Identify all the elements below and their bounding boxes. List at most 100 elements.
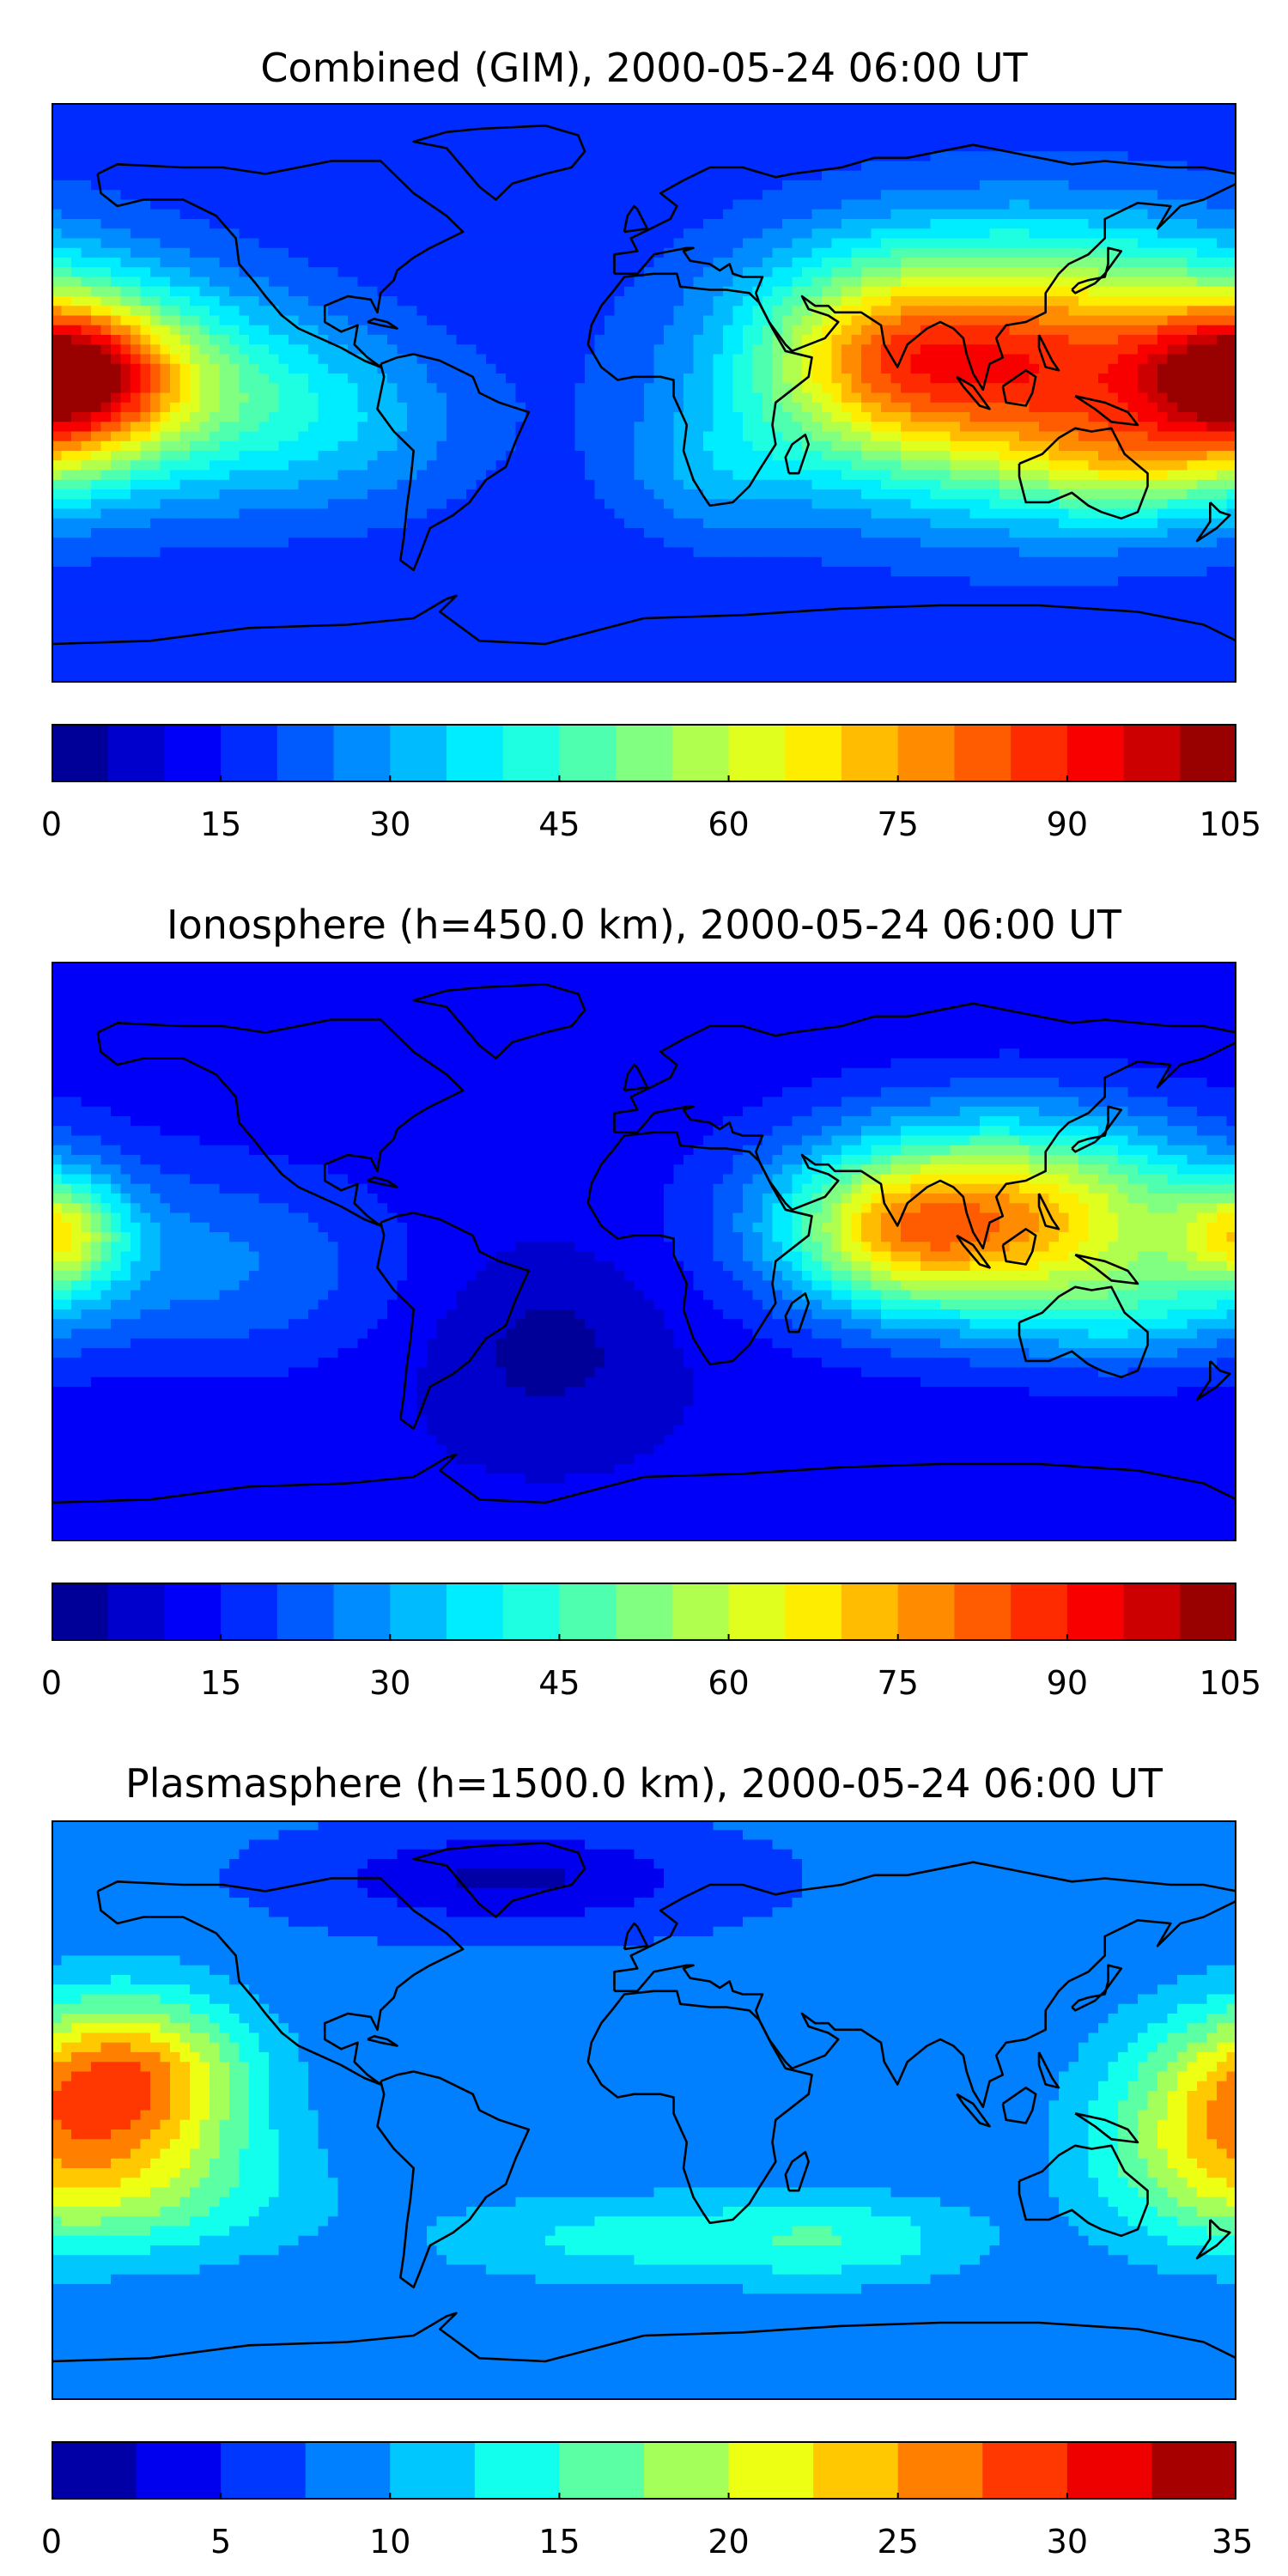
heatmap-cell <box>920 219 932 229</box>
heatmap-cell <box>703 142 714 152</box>
heatmap-cell <box>1127 286 1139 297</box>
heatmap-cell <box>565 412 576 422</box>
heatmap-cell <box>337 180 349 191</box>
heatmap-cell <box>1217 412 1228 422</box>
heatmap-cell <box>802 315 813 326</box>
heatmap-cell <box>278 247 289 258</box>
heatmap-cell <box>258 258 270 268</box>
heatmap-cell <box>772 199 783 210</box>
heatmap-cell <box>574 286 586 297</box>
heatmap-cell <box>407 199 418 210</box>
heatmap-cell <box>269 286 280 297</box>
heatmap-cell <box>476 499 487 510</box>
heatmap-cell <box>1157 142 1169 152</box>
heatmap-cell <box>1118 228 1129 240</box>
heatmap-cell <box>555 344 566 355</box>
heatmap-cell <box>1127 238 1139 249</box>
heatmap-cell <box>357 489 368 500</box>
heatmap-cell <box>526 142 537 152</box>
heatmap-cell <box>1059 392 1070 404</box>
heatmap-cell <box>1009 258 1020 268</box>
heatmap-cell <box>703 190 714 201</box>
heatmap-cell <box>871 199 882 210</box>
heatmap-cell <box>111 267 122 278</box>
heatmap-cell <box>476 422 487 433</box>
heatmap-cell <box>999 335 1011 345</box>
heatmap-cell <box>515 499 526 510</box>
heatmap-cell <box>555 199 566 210</box>
heatmap-cell <box>348 374 359 384</box>
heatmap-cell <box>387 422 398 433</box>
heatmap-cell <box>100 190 112 201</box>
heatmap-cell <box>653 306 665 317</box>
heatmap-cell <box>752 479 763 490</box>
heatmap-cell <box>1039 354 1050 365</box>
heatmap-cell <box>762 374 774 384</box>
heatmap-cell <box>81 296 92 307</box>
heatmap-cell <box>91 431 102 442</box>
heatmap-cell <box>190 151 201 162</box>
heatmap-cell <box>1108 335 1119 345</box>
heatmap-cell <box>1098 354 1109 365</box>
heatmap-cell <box>693 479 704 490</box>
heatmap-cell <box>732 247 744 258</box>
heatmap-cell <box>515 489 526 500</box>
heatmap-cell <box>605 374 616 384</box>
heatmap-cell <box>545 103 556 113</box>
heatmap-cell <box>890 122 902 133</box>
heatmap-cell <box>1029 392 1040 404</box>
heatmap-cell <box>328 412 339 422</box>
heatmap-cell <box>328 199 339 210</box>
heatmap-cell <box>337 190 349 201</box>
heatmap-cell <box>71 180 82 191</box>
heatmap-cell <box>574 122 586 133</box>
heatmap-cell <box>179 470 191 481</box>
heatmap-cell <box>831 422 842 433</box>
heatmap-cell <box>447 440 458 452</box>
heatmap-cell <box>289 499 300 510</box>
heatmap-cell <box>831 209 842 220</box>
heatmap-cell <box>269 247 280 258</box>
heatmap-cell <box>1009 151 1020 162</box>
heatmap-cell <box>377 267 388 278</box>
heatmap-cell <box>851 402 862 413</box>
heatmap-cell <box>328 267 339 278</box>
heatmap-cell <box>71 161 82 172</box>
heatmap-cell <box>427 170 438 181</box>
heatmap-cell <box>782 363 793 374</box>
heatmap-cell <box>526 354 537 365</box>
heatmap-cell <box>1048 286 1060 297</box>
heatmap-cell <box>476 228 487 240</box>
heatmap-cell <box>239 219 250 229</box>
heatmap-cell <box>624 470 635 481</box>
heatmap-cell <box>594 296 605 307</box>
heatmap-cell <box>436 344 447 355</box>
heatmap-cell <box>624 315 635 326</box>
heatmap-cell <box>427 180 438 191</box>
heatmap-cell <box>249 499 260 510</box>
heatmap-cell <box>723 470 734 481</box>
heatmap-cell <box>515 383 526 394</box>
heatmap-cell <box>308 199 319 210</box>
heatmap-cell <box>1029 131 1040 143</box>
heatmap-cell <box>890 180 902 191</box>
heatmap-cell <box>545 151 556 162</box>
heatmap-cell <box>950 422 961 433</box>
heatmap-cell <box>743 286 754 297</box>
heatmap-cell <box>989 470 1000 481</box>
heatmap-cell <box>100 258 112 268</box>
heatmap-cell <box>693 306 704 317</box>
heatmap-cell <box>397 286 408 297</box>
heatmap-cell <box>693 440 704 452</box>
heatmap-cell <box>140 199 151 210</box>
heatmap-cell <box>841 325 853 336</box>
heatmap-cell <box>703 296 714 307</box>
heatmap-cell <box>199 180 210 191</box>
heatmap-cell <box>81 238 92 249</box>
heatmap-cell <box>792 170 803 181</box>
heatmap-cell <box>713 451 724 461</box>
heatmap-cell <box>150 306 161 317</box>
heatmap-cell <box>229 151 240 162</box>
heatmap-cell <box>269 460 280 471</box>
heatmap-cell <box>1068 209 1079 220</box>
